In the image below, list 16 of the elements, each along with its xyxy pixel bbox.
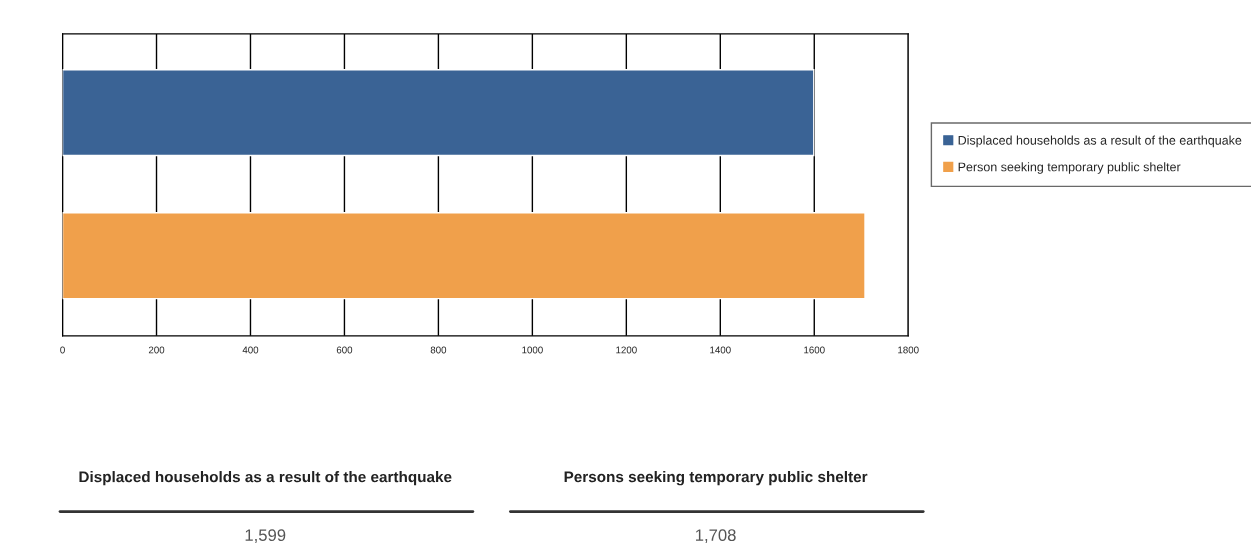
x-tick-label: 800 — [430, 346, 447, 354]
legend-label: Displaced households as a result of the earthquake — [958, 135, 1242, 148]
x-tick-label: 400 — [242, 346, 259, 354]
x-tick-label: 1600 — [804, 346, 825, 354]
x-tick-label: 600 — [336, 346, 353, 354]
x-tick-label: 1400 — [710, 346, 731, 354]
x-tick-label: 200 — [148, 346, 165, 354]
x-tick-label: 1800 — [898, 346, 919, 354]
text: Persons seeking temporary public shelter — [564, 471, 868, 486]
x-tick-label: 1000 — [522, 346, 543, 354]
text: 1,708 — [695, 529, 736, 543]
x-tick-label: 1200 — [616, 346, 637, 354]
legend-label: Person seeking temporary public shelter — [958, 162, 1181, 174]
x-tick-label: 0 — [60, 346, 65, 354]
text: Displaced households as a result of the earthquake — [79, 471, 452, 486]
text: 1,599 — [245, 529, 286, 543]
